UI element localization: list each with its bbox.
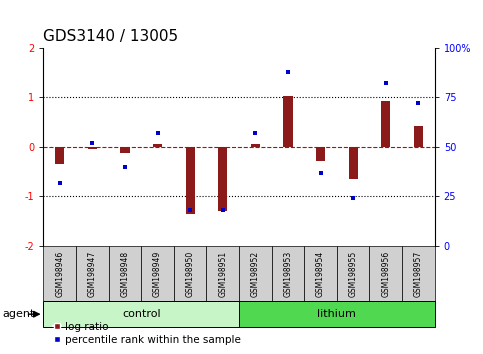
Bar bbox=[141, 246, 174, 301]
Bar bbox=[185, 147, 195, 214]
Bar bbox=[174, 246, 207, 301]
Bar bbox=[43, 301, 239, 327]
Bar bbox=[43, 246, 76, 301]
Text: GSM198952: GSM198952 bbox=[251, 250, 260, 297]
Bar bbox=[120, 147, 129, 153]
Text: GSM198951: GSM198951 bbox=[218, 250, 227, 297]
Bar bbox=[88, 147, 97, 149]
Legend: log ratio, percentile rank within the sample: log ratio, percentile rank within the sa… bbox=[49, 317, 245, 349]
Bar bbox=[349, 147, 358, 179]
Bar bbox=[76, 246, 109, 301]
Bar bbox=[271, 246, 304, 301]
Text: GSM198957: GSM198957 bbox=[414, 250, 423, 297]
Bar bbox=[284, 96, 293, 147]
Bar bbox=[251, 144, 260, 147]
Bar bbox=[109, 246, 142, 301]
Text: GDS3140 / 13005: GDS3140 / 13005 bbox=[43, 29, 179, 44]
Bar bbox=[402, 246, 435, 301]
Bar bbox=[304, 246, 337, 301]
Bar bbox=[337, 246, 369, 301]
Bar bbox=[207, 246, 239, 301]
Text: GSM198953: GSM198953 bbox=[284, 250, 293, 297]
Bar bbox=[381, 101, 390, 147]
Bar bbox=[414, 126, 423, 147]
Bar bbox=[218, 147, 227, 211]
Bar bbox=[369, 246, 402, 301]
Text: lithium: lithium bbox=[317, 309, 356, 319]
Text: GSM198954: GSM198954 bbox=[316, 250, 325, 297]
Text: GSM198955: GSM198955 bbox=[349, 250, 358, 297]
Text: GSM198948: GSM198948 bbox=[120, 250, 129, 297]
Text: GSM198946: GSM198946 bbox=[55, 250, 64, 297]
Text: GSM198947: GSM198947 bbox=[88, 250, 97, 297]
Text: GSM198949: GSM198949 bbox=[153, 250, 162, 297]
Bar bbox=[153, 144, 162, 147]
Bar bbox=[316, 147, 325, 161]
Text: agent: agent bbox=[2, 309, 35, 319]
Bar bbox=[239, 246, 271, 301]
Bar bbox=[239, 301, 435, 327]
Text: control: control bbox=[122, 309, 160, 319]
Bar bbox=[55, 147, 64, 164]
Text: GSM198956: GSM198956 bbox=[381, 250, 390, 297]
Text: GSM198950: GSM198950 bbox=[185, 250, 195, 297]
